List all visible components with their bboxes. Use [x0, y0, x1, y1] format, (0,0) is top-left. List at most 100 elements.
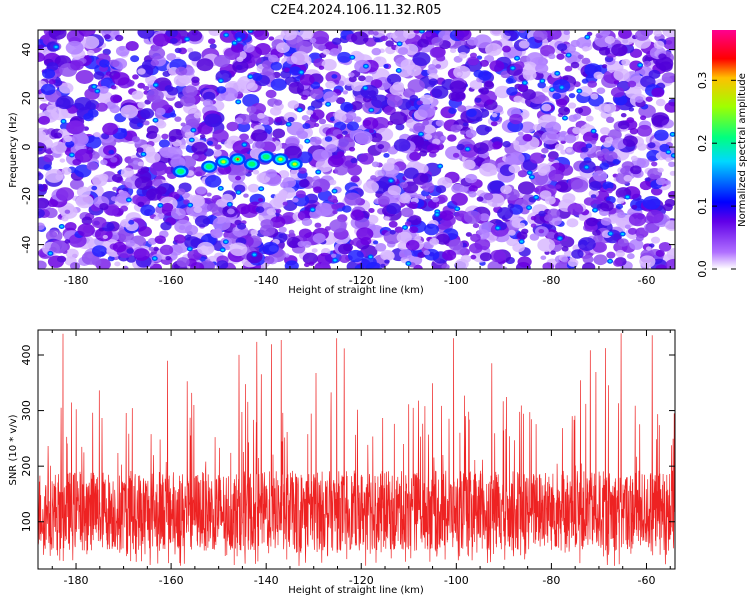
heatmap-cell	[282, 177, 297, 188]
heatmap-cell	[467, 56, 479, 66]
heatmap-cell	[397, 69, 401, 72]
heatmap-cell	[321, 58, 337, 71]
heatmap-cell	[413, 264, 423, 269]
heatmap-cell	[602, 181, 614, 191]
heatmap-cell	[617, 120, 630, 130]
heatmap-cell	[288, 232, 296, 239]
heatmap-cell	[491, 112, 498, 118]
heatmap-cell	[269, 106, 282, 116]
heatmap-cell	[589, 181, 602, 191]
heatmap-cell	[329, 48, 341, 57]
heatmap-cell	[270, 216, 286, 228]
heatmap-cell	[564, 134, 577, 144]
y-tick-label: -20	[20, 187, 33, 205]
heatmap-cell	[450, 124, 462, 133]
heatmap-cell	[354, 264, 365, 269]
heatmap-cell	[306, 109, 314, 116]
heatmap-cell	[53, 132, 63, 139]
heatmap-cell	[350, 56, 354, 59]
heatmap-cell	[82, 35, 100, 50]
heatmap-cell	[288, 229, 295, 235]
heatmap-cell	[182, 85, 198, 98]
heatmap-cell	[228, 82, 234, 88]
heatmap-cell	[625, 195, 630, 199]
heatmap-cell	[212, 216, 231, 231]
heatmap-cell	[567, 203, 584, 216]
heatmap-cell	[593, 197, 603, 205]
heatmap-cell	[634, 30, 650, 41]
heatmap-cell	[191, 141, 208, 155]
heatmap-cell	[389, 229, 396, 235]
heatmap-cell	[247, 183, 260, 193]
heatmap-cell	[413, 30, 421, 34]
heatmap-cell	[166, 53, 177, 61]
heatmap-cell	[170, 207, 186, 220]
heatmap-cell	[110, 157, 118, 163]
heatmap-cell	[539, 190, 552, 200]
heatmap-cell	[564, 65, 573, 72]
heatmap-cell	[120, 205, 129, 212]
heatmap-cell	[548, 115, 557, 122]
heatmap-cell	[582, 46, 590, 52]
heatmap-cell	[655, 177, 666, 186]
heatmap-cell	[558, 237, 562, 240]
y-tick-label: 40	[20, 43, 33, 57]
heatmap-cell	[65, 40, 84, 55]
heatmap-cell	[578, 85, 593, 97]
heatmap-cell	[622, 135, 638, 147]
heatmap-cell	[541, 103, 552, 112]
heatmap-cell	[651, 112, 670, 127]
heatmap-cell	[375, 243, 387, 252]
heatmap-cell	[384, 216, 390, 221]
heatmap-cell	[522, 69, 537, 81]
heatmap-cell	[489, 30, 504, 37]
heatmap-cell	[432, 196, 440, 203]
heatmap-cell	[298, 108, 302, 112]
heatmap-cells	[38, 30, 675, 269]
heatmap-cell	[661, 72, 675, 84]
x-tick-label: -80	[542, 274, 560, 287]
heatmap-cell	[473, 142, 489, 155]
heatmap-cell	[240, 206, 247, 211]
heatmap-cell	[252, 253, 256, 256]
heatmap-cell	[502, 141, 511, 148]
heatmap-cell	[664, 220, 675, 231]
heatmap-cell	[440, 210, 454, 221]
heatmap-cell	[585, 35, 589, 39]
heatmap-cell	[590, 93, 599, 100]
heatmap-cell	[669, 170, 675, 176]
heatmap-cell	[237, 75, 255, 90]
y-tick-label: 200	[20, 456, 33, 477]
heatmap-cell	[358, 75, 366, 82]
heatmap-cell	[537, 238, 556, 252]
heatmap-cell	[550, 88, 554, 91]
heatmap-cell	[374, 37, 381, 43]
heatmap-cell	[57, 255, 67, 263]
heatmap-cell	[196, 58, 214, 72]
bottom-plot-frame	[37, 329, 676, 570]
heatmap-cell	[155, 107, 166, 116]
heatmap-cell	[599, 200, 614, 212]
heatmap-cell	[221, 193, 233, 203]
heatmap-cell	[188, 51, 202, 62]
heatmap-cell	[386, 203, 401, 215]
heatmap-cell	[655, 98, 666, 107]
heatmap-cell	[412, 52, 431, 67]
heatmap-cell	[137, 201, 145, 207]
heatmap-cell	[417, 38, 429, 48]
heatmap-cell	[574, 107, 584, 114]
heatmap-cell	[61, 120, 66, 123]
heatmap-cell	[158, 204, 162, 207]
heatmap-cell	[635, 235, 644, 242]
heatmap-cell	[419, 132, 423, 136]
heatmap-cell	[64, 135, 73, 143]
heatmap-cell	[483, 193, 494, 201]
heatmap-cell	[153, 95, 161, 101]
heatmap-cell	[596, 151, 604, 157]
heatmap-cell	[127, 198, 131, 202]
heatmap-cell	[422, 119, 430, 126]
heatmap-cell	[305, 139, 309, 143]
heatmap-cell	[243, 43, 255, 53]
heatmap-cell	[571, 179, 589, 193]
heatmap-cell	[371, 47, 382, 56]
